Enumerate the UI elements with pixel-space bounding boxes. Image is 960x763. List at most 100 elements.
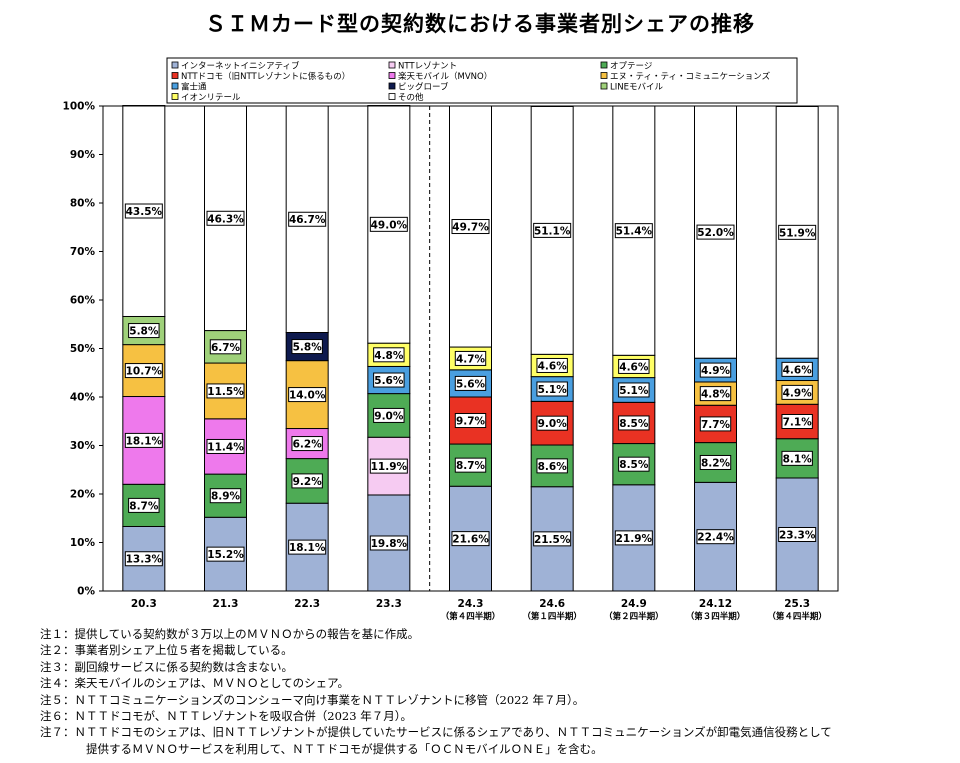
legend-label: NTTレゾナント (398, 62, 457, 72)
data-label: 52.0% (697, 227, 734, 239)
legend-swatch (171, 93, 179, 100)
data-label-box (696, 529, 735, 545)
legend-swatch (388, 72, 396, 79)
plot-frame (102, 105, 839, 592)
x-tick-label: 24.6 (539, 598, 565, 610)
data-label-box (536, 458, 568, 474)
plot-area: 0% 10% 20% 30% 40% 50% 60% 70% 80% 90% 100% 13.3% 8.… (63, 101, 839, 622)
y-tick-label: 20% (70, 489, 96, 501)
data-label: 21.5% (534, 534, 571, 546)
legend-label: エヌ・ティ・ティ・コミュニケーションズ (610, 71, 771, 82)
data-label-box (209, 488, 242, 504)
data-label-box (206, 383, 245, 399)
data-label-box (699, 454, 732, 470)
legend-label: 富士通 (181, 82, 207, 93)
y-tick-label: 60% (70, 295, 96, 307)
data-label: 43.5% (126, 206, 163, 218)
legend-swatch (600, 72, 608, 79)
data-label-box (778, 224, 817, 240)
x-tick-label: 20.3 (131, 598, 157, 610)
data-label-box (618, 456, 650, 472)
data-label-box (206, 546, 245, 562)
data-label-box (699, 416, 732, 432)
data-label-box (533, 222, 572, 238)
x-tick-sublabel: （第４四半期） (767, 611, 827, 622)
data-label-box (128, 323, 160, 339)
legend-swatch (600, 61, 608, 69)
data-label: 4.8% (374, 350, 404, 362)
data-label: 4.6% (619, 361, 649, 373)
data-label-box (291, 473, 323, 489)
data-label: 6.7% (211, 342, 241, 354)
data-label-box (206, 438, 245, 454)
footnote: 注５：ＮＴＴコミュニケーションズのコンシューマ向け事業をＮＴＴレゾナントに移管（… (40, 692, 585, 707)
legend-swatch (388, 61, 396, 69)
data-label: 8.6% (538, 461, 568, 473)
data-label-box (369, 535, 408, 551)
data-label: 9.0% (538, 418, 568, 430)
data-label: 5.1% (619, 385, 649, 397)
data-label-box (614, 530, 653, 546)
data-label: 9.0% (374, 410, 404, 422)
data-label: 18.1% (126, 435, 163, 447)
data-label: 4.6% (538, 360, 568, 372)
data-label-box (369, 458, 408, 474)
data-label-box (696, 224, 735, 240)
data-label: 6.2% (293, 439, 323, 451)
data-label: 51.1% (534, 225, 571, 237)
data-label: 11.5% (207, 386, 244, 398)
data-label-box (454, 457, 487, 473)
legend-box (166, 57, 798, 104)
x-tick-sublabel: （第３四半期） (686, 611, 746, 622)
footnote: 注２：事業者別シェア上位５者を掲載している。 (40, 643, 293, 658)
footnote: 注３：副回線サービスに係る契約数は含まない。 (40, 659, 293, 674)
x-tick-label: 24.3 (458, 598, 484, 610)
data-label: 19.8% (371, 538, 408, 550)
data-label: 46.3% (207, 213, 244, 225)
data-label: 5.6% (456, 378, 486, 390)
legend-swatch (388, 82, 396, 90)
legend-label: ビッグローブ (398, 82, 449, 93)
x-tick-label: 23.3 (376, 598, 402, 610)
x-tick-label: 24.9 (621, 598, 647, 610)
data-label-box (778, 526, 817, 542)
data-label: 5.1% (538, 384, 568, 396)
legend-swatch (171, 72, 179, 79)
data-label-box (124, 551, 163, 567)
data-label-box (781, 384, 813, 400)
data-label: 4.9% (783, 387, 813, 399)
data-label: 51.9% (779, 227, 816, 239)
data-label: 22.4% (697, 532, 734, 544)
data-label: 4.8% (701, 389, 731, 401)
data-label: 21.6% (452, 534, 489, 546)
data-label-box (128, 497, 160, 513)
data-label-box (618, 415, 650, 431)
footnote: 注１：提供している契約数が３万以上のＭＶＮＯからの報告を基に作成。 (40, 627, 420, 641)
data-label-box (373, 347, 405, 363)
data-label: 14.0% (289, 390, 326, 402)
data-label-box (699, 386, 732, 402)
x-tick-label: 24.12 (699, 598, 732, 610)
data-label: 21.9% (616, 533, 653, 545)
data-label: 4.6% (783, 364, 813, 376)
data-label: 46.7% (289, 214, 326, 226)
y-tick-label: 70% (70, 246, 96, 258)
data-label-box (454, 413, 487, 429)
data-label: 5.8% (129, 326, 159, 338)
legend-label: 楽天モバイル（MVNO） (398, 71, 492, 82)
data-label: 7.1% (783, 416, 813, 428)
legend-label: その他 (398, 92, 424, 103)
data-label-box (288, 539, 327, 555)
y-tick-label: 30% (70, 440, 96, 452)
legend-label: イオンリテール (181, 93, 241, 103)
legend-swatch (171, 82, 179, 90)
data-label-box (124, 363, 163, 379)
data-label-box (124, 203, 163, 219)
x-tick-sublabel: （第１四半期） (522, 611, 582, 622)
footnote: 注４：楽天モバイルのシェアは、ＭＶＮＯとしてのシェア。 (40, 676, 350, 691)
data-label-box (781, 361, 813, 377)
data-label: 13.3% (126, 554, 163, 566)
x-tick-label: 25.3 (784, 598, 810, 610)
data-label-box (454, 375, 487, 391)
data-label: 49.7% (452, 222, 489, 234)
